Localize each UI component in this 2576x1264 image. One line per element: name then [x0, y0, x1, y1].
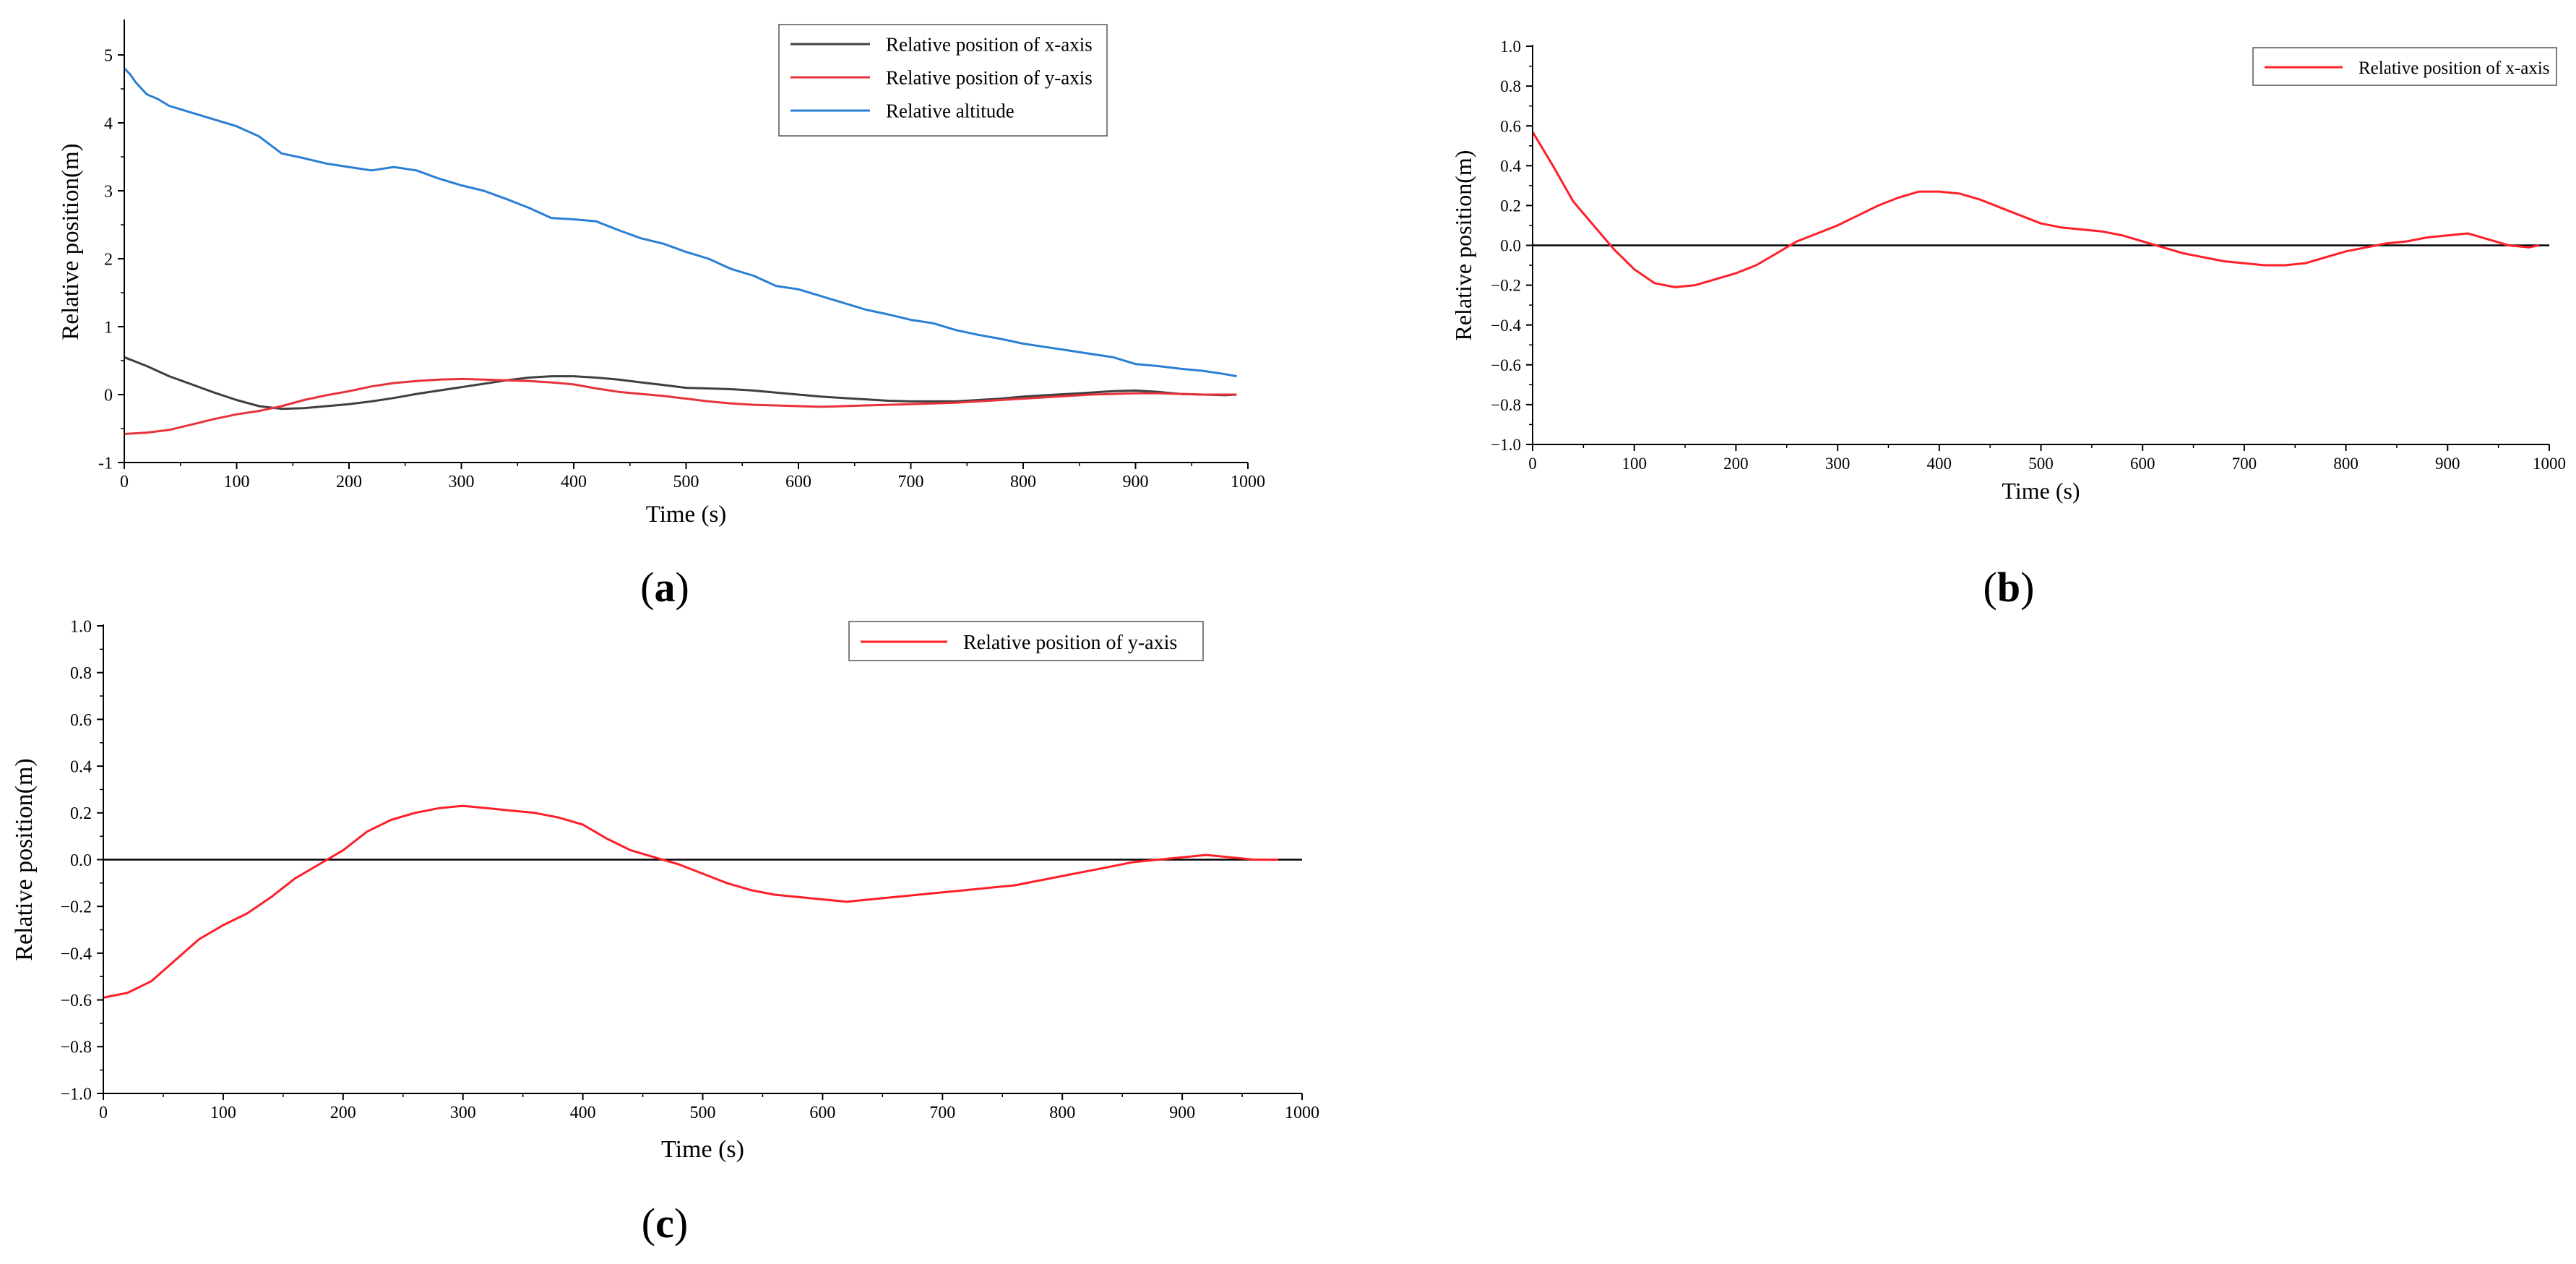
x-tick-label: 400: [570, 1104, 596, 1122]
x-axis-title: Time (s): [2002, 478, 2080, 504]
y-tick-label: 0.8: [70, 664, 92, 683]
y-tick-label: 0.2: [70, 804, 92, 823]
x-tick-label: 200: [1723, 455, 1749, 473]
x-tick-label: 1000: [2533, 455, 2566, 473]
x-tick-label: 900: [2435, 455, 2460, 473]
panel-letter-open-paren: (: [642, 1200, 655, 1247]
y-tick-label: 0.8: [1500, 77, 1521, 95]
panel-letter-text: a: [655, 564, 676, 611]
x-tick-label: 700: [2232, 455, 2257, 473]
legend-label: Relative position of y-axis: [886, 66, 1093, 88]
y-tick-label: −0.8: [1491, 396, 1521, 414]
y-tick-label: −0.2: [60, 898, 92, 917]
x-tick-label: 600: [2130, 455, 2155, 473]
panel-a-chart: 0 100 200 300 400 500 600 700 800 900 1000 -1 0 1 2 3 4 5…: [58, 20, 1265, 611]
x-tick-label: 0: [1528, 455, 1537, 473]
panel-letter-text: b: [1997, 564, 2020, 611]
x-tick-label: 800: [2333, 455, 2359, 473]
panel-letter-close-paren: ): [2020, 564, 2034, 611]
y-tick-label: 1.0: [70, 617, 92, 636]
x-axis-title: Time (s): [661, 1136, 744, 1163]
x-axis-title: Time (s): [646, 502, 727, 528]
y-tick-label: 1: [104, 318, 113, 337]
x-tick-label: 300: [449, 473, 475, 491]
panel-letter-close-paren: ): [676, 564, 689, 611]
y-tick-label: 2: [104, 250, 113, 269]
x-tick-label: 500: [2028, 455, 2054, 473]
panel-letter: (b): [1983, 564, 2035, 611]
y-tick-label: −1.0: [60, 1085, 92, 1104]
panel-letter-open-paren: (: [640, 564, 654, 611]
x-tick-label: 300: [1825, 455, 1851, 473]
y-tick-label: 0.4: [1500, 157, 1521, 175]
y-tick-label: 0.0: [1500, 237, 1521, 255]
x-tick-label: 0: [99, 1104, 108, 1122]
y-tick-label: −0.6: [60, 992, 92, 1010]
y-tick-label: 0: [104, 386, 113, 405]
legend-label: Relative altitude: [886, 100, 1015, 121]
x-tick-label: 100: [210, 1104, 236, 1122]
y-tick-label: −1.0: [1491, 436, 1521, 454]
panel-b-chart: 0 100 200 300 400 500 600 700 800 900 1000 −1.0 −0.8…: [1450, 38, 2566, 611]
legend-label: Relative position of x-axis: [2359, 59, 2550, 78]
series-line-1: [124, 356, 1237, 410]
y-tick-label: 5: [104, 46, 113, 65]
y-axis-title: Relative position(m): [1450, 150, 1476, 341]
panel-letter-text: c: [655, 1200, 674, 1247]
y-tick-label: −0.4: [60, 945, 92, 963]
x-tick-label: 0: [120, 473, 129, 491]
x-tick-label: 1000: [1285, 1104, 1319, 1122]
y-tick-label: 4: [104, 114, 113, 133]
y-tick-label: −0.4: [1491, 317, 1521, 335]
x-tick-label: 900: [1123, 473, 1149, 491]
series-line-1: [1531, 131, 2540, 288]
y-tick-label: 0.6: [70, 711, 92, 730]
legend: Relative position of y-axis: [848, 621, 1204, 661]
y-tick-label: 0.4: [70, 758, 92, 777]
y-tick-label: 0.2: [1500, 197, 1521, 215]
x-tick-label: 600: [785, 473, 811, 491]
x-tick-label: 200: [330, 1104, 356, 1122]
x-tick-label: 300: [450, 1104, 476, 1122]
x-tick-label: 100: [1621, 455, 1647, 473]
x-tick-label: 700: [898, 473, 924, 491]
x-tick-label: 500: [690, 1104, 716, 1122]
x-tick-label: 400: [561, 473, 587, 491]
panel-letter-open-paren: (: [1983, 564, 1997, 611]
x-tick-label: 900: [1169, 1104, 1195, 1122]
y-tick-label: -1: [98, 454, 113, 473]
y-tick-label: −0.2: [1491, 277, 1521, 295]
panel-letter: (c): [642, 1200, 688, 1247]
legend-label: Relative position of y-axis: [963, 632, 1177, 654]
y-axis-title: Relative position(m): [58, 143, 84, 340]
x-tick-label: 600: [809, 1104, 835, 1122]
legend: Relative position of x-axis Relative posi…: [778, 24, 1108, 137]
x-tick-label: 200: [336, 473, 362, 491]
x-tick-label: 500: [673, 473, 699, 491]
y-tick-label: 0.0: [70, 851, 92, 870]
panel-c-chart: 0 100 200 300 400 500 600 700 800 900 1000 −1.0 −0.8…: [11, 617, 1319, 1247]
legend-label: Relative position of x-axis: [886, 33, 1093, 55]
x-tick-label: 100: [224, 473, 250, 491]
x-tick-label: 1000: [1231, 473, 1265, 491]
panel-letter-close-paren: ): [674, 1200, 688, 1247]
x-tick-label: 800: [1010, 473, 1036, 491]
y-tick-label: −0.8: [60, 1039, 92, 1057]
x-tick-label: 700: [929, 1104, 955, 1122]
y-axis-title: Relative position(m): [11, 758, 38, 960]
legend: Relative position of x-axis: [2252, 47, 2557, 86]
y-tick-label: −0.6: [1491, 356, 1521, 374]
y-tick-label: 0.6: [1500, 117, 1521, 135]
x-tick-label: 400: [1927, 455, 1952, 473]
y-tick-label: 3: [104, 182, 113, 201]
series-line-3: [123, 67, 1237, 378]
y-tick-label: 1.0: [1500, 38, 1521, 56]
series-line-2: [124, 377, 1237, 435]
panel-letter: (a): [640, 564, 689, 611]
series-line-1: [103, 804, 1278, 999]
x-tick-label: 800: [1049, 1104, 1075, 1122]
